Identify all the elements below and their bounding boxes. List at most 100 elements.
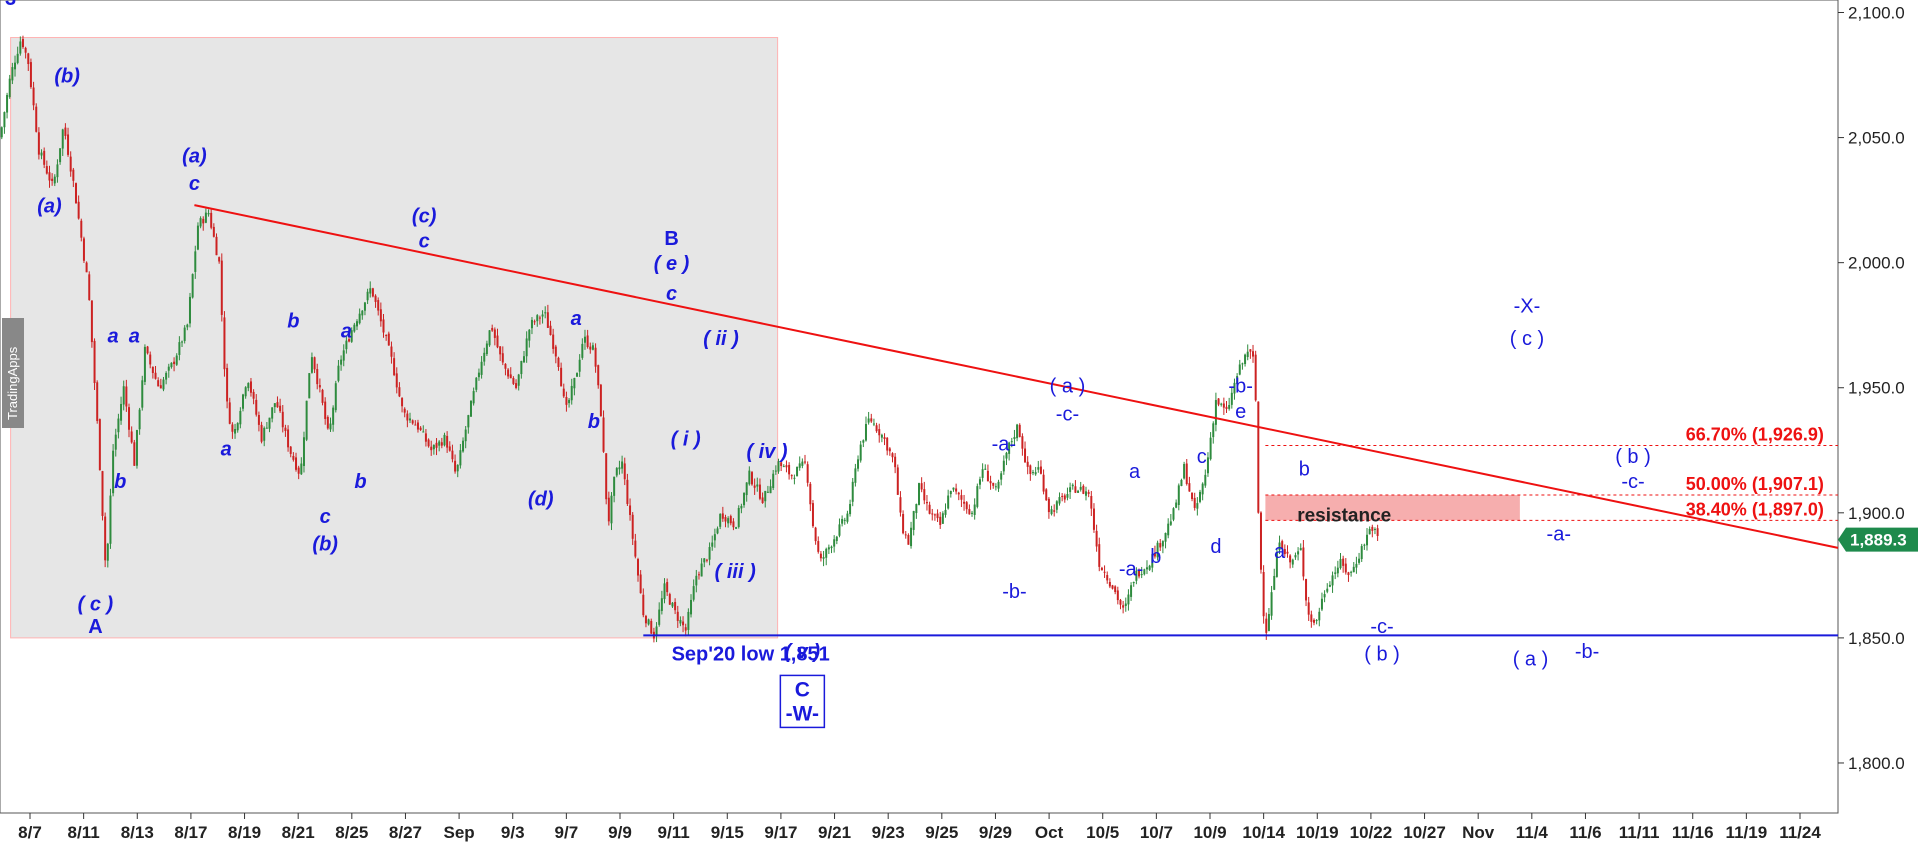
- candle-body: [188, 296, 191, 324]
- candle-body: [207, 213, 210, 215]
- candle-body: [666, 582, 669, 593]
- candle-body: [745, 482, 748, 496]
- candle-body: [35, 106, 38, 132]
- candle-body: [1042, 474, 1045, 492]
- candle-body: [242, 394, 245, 409]
- candle-body: [414, 424, 417, 426]
- candle-body: [986, 470, 989, 482]
- candle-body: [135, 430, 138, 466]
- candle-body: [284, 427, 287, 431]
- candle-body: [1262, 572, 1265, 617]
- candle-body: [1241, 363, 1244, 365]
- candle-body: [472, 391, 475, 404]
- box-frame: [779, 674, 826, 729]
- candle-body: [697, 574, 700, 576]
- candle-body: [101, 471, 104, 516]
- candle-body: [1188, 483, 1191, 492]
- candle-body: [841, 518, 844, 524]
- resistance-zone: [1265, 495, 1520, 521]
- candle-body: [1350, 571, 1353, 573]
- candle-body: [992, 482, 995, 486]
- candle-body: [183, 327, 186, 341]
- candle-body: [435, 442, 438, 448]
- candle-body: [562, 388, 565, 397]
- candle-body: [289, 446, 292, 454]
- candle-body: [130, 431, 133, 443]
- candle-body: [369, 288, 372, 294]
- candle-body: [1199, 491, 1202, 502]
- candle-body: [785, 465, 788, 468]
- candle-body: [1371, 526, 1374, 531]
- candle-body: [1053, 510, 1056, 512]
- candle-body: [157, 380, 160, 387]
- candle-body: [1138, 570, 1141, 577]
- candle-body: [583, 336, 586, 343]
- x-tick-label: 11/16: [1672, 823, 1714, 842]
- candle-body: [464, 429, 467, 442]
- candle-body: [1031, 472, 1034, 474]
- candle-body: [512, 378, 515, 384]
- candle-body: [1312, 619, 1315, 623]
- candle-body: [674, 601, 677, 611]
- candle-body: [629, 505, 632, 515]
- wave-label: -c-: [1056, 403, 1079, 425]
- candle-body: [528, 329, 531, 341]
- candle-body: [98, 419, 101, 471]
- candle-body: [218, 257, 221, 262]
- candle-body: [660, 598, 663, 611]
- candle-body: [1082, 485, 1085, 494]
- candle-body: [165, 372, 168, 380]
- candle-body: [212, 226, 215, 237]
- box-line-1: C: [795, 678, 810, 701]
- candle-body: [1191, 492, 1194, 499]
- candle-body: [117, 418, 120, 433]
- candle-body: [0, 127, 3, 138]
- y-tick-label: 1,900.0: [1848, 504, 1905, 523]
- candle-body: [796, 467, 799, 477]
- candle-body: [491, 327, 494, 331]
- wave-label: (a): [37, 196, 62, 218]
- candle-body: [109, 495, 112, 544]
- candle-body: [488, 330, 491, 346]
- candle-body: [239, 410, 242, 425]
- x-tick-label: 10/22: [1350, 823, 1393, 842]
- candle-body: [305, 400, 308, 440]
- x-tick-label: 11/19: [1726, 823, 1768, 842]
- candle-body: [857, 459, 860, 469]
- y-axis: 2,100.0 2,050.0 2,000.0 1,950.0 1,900.0 1,850…: [1838, 4, 1905, 773]
- last-price-value: 1,889.3: [1850, 531, 1907, 550]
- wave-label: e: [1235, 401, 1246, 423]
- candle-body: [231, 424, 234, 432]
- candle-body: [809, 483, 812, 505]
- watermark: TradingApps: [2, 318, 24, 428]
- candle-body: [639, 574, 642, 594]
- candle-body: [533, 321, 536, 323]
- candle-body: [949, 490, 952, 495]
- candle-body: [827, 547, 830, 550]
- candle-body: [867, 418, 870, 423]
- x-tick-label: 8/7: [18, 823, 42, 842]
- candle-body: [1132, 581, 1135, 584]
- candle-body: [1116, 590, 1119, 601]
- candle-body: [1281, 541, 1284, 549]
- candle-body: [711, 542, 714, 547]
- candle-body: [740, 505, 743, 509]
- candle-body: [234, 428, 237, 434]
- candle-body: [549, 325, 552, 335]
- candle-body: [1143, 569, 1146, 575]
- candle-body: [1066, 494, 1069, 498]
- candle-body: [1310, 614, 1313, 622]
- wave-label: c: [189, 173, 200, 195]
- candle-body: [1305, 578, 1308, 601]
- candle-body: [623, 463, 626, 480]
- candle-body: [1045, 489, 1048, 501]
- candle-body: [1037, 467, 1040, 470]
- wave-label: a: [108, 326, 119, 348]
- candle-body: [1016, 424, 1019, 439]
- candle-body: [613, 476, 616, 496]
- candle-body: [462, 440, 465, 452]
- candle-body: [128, 407, 131, 430]
- candle-body: [819, 553, 822, 559]
- candle-body: [271, 407, 274, 419]
- candle-body: [1039, 466, 1042, 474]
